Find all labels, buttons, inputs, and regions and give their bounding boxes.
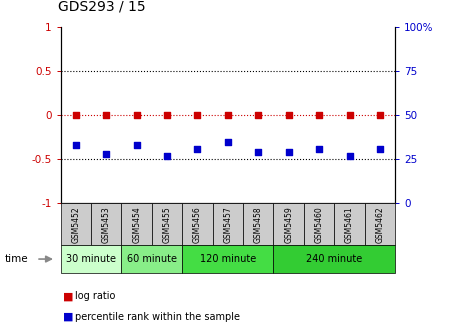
Bar (91, 203, 121, 245)
Point (72, 112, 79, 118)
Text: GSM5461: GSM5461 (345, 206, 354, 243)
Text: GSM5452: GSM5452 (71, 206, 80, 243)
Bar (365, 203, 395, 245)
Bar (273, 203, 304, 245)
Text: GSM5459: GSM5459 (284, 206, 293, 243)
Text: time: time (4, 254, 28, 264)
Point (103, 151, 110, 157)
Bar (182, 245, 273, 273)
Point (133, 142, 140, 148)
Point (72, 142, 79, 148)
Point (103, 112, 110, 118)
Text: GSM5458: GSM5458 (254, 206, 263, 243)
Bar (243, 203, 273, 245)
Point (224, 139, 232, 144)
Text: GSM5456: GSM5456 (193, 206, 202, 243)
Text: GDS293 / 15: GDS293 / 15 (58, 0, 146, 13)
Text: ■: ■ (63, 311, 73, 322)
Point (285, 112, 292, 118)
Text: ■: ■ (63, 291, 73, 301)
Bar (121, 245, 182, 273)
Text: GSM5457: GSM5457 (223, 206, 233, 243)
Point (163, 153, 171, 158)
Point (255, 112, 262, 118)
Point (346, 112, 353, 118)
Point (316, 112, 323, 118)
Point (224, 112, 232, 118)
Text: GSM5455: GSM5455 (163, 206, 172, 243)
Point (194, 146, 201, 151)
Point (133, 112, 140, 118)
Text: GSM5454: GSM5454 (132, 206, 141, 243)
Bar (182, 203, 213, 245)
Text: 120 minute: 120 minute (200, 254, 256, 264)
Text: 240 minute: 240 minute (306, 254, 362, 264)
Text: GSM5462: GSM5462 (375, 206, 384, 243)
Bar (273, 245, 395, 273)
Text: 30 minute: 30 minute (66, 254, 116, 264)
Bar (152, 203, 182, 245)
Bar (61, 203, 91, 245)
Text: 60 minute: 60 minute (127, 254, 177, 264)
Point (285, 150, 292, 155)
Point (376, 112, 383, 118)
Point (376, 146, 383, 151)
Text: GSM5453: GSM5453 (102, 206, 111, 243)
Text: percentile rank within the sample: percentile rank within the sample (75, 311, 240, 322)
Point (346, 153, 353, 158)
Point (163, 112, 171, 118)
Text: GSM5460: GSM5460 (315, 206, 324, 243)
Bar (213, 203, 243, 245)
Point (194, 112, 201, 118)
Bar (304, 203, 335, 245)
Bar (121, 203, 152, 245)
Point (316, 146, 323, 151)
Bar (335, 203, 365, 245)
Bar (61, 245, 121, 273)
Point (255, 150, 262, 155)
Text: log ratio: log ratio (75, 291, 116, 301)
